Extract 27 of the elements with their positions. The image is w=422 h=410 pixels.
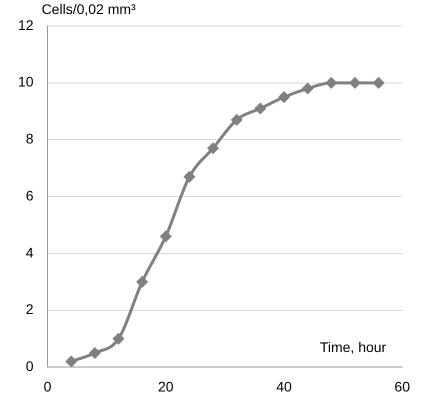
point bbox=[348, 76, 361, 89]
point bbox=[160, 230, 172, 242]
point bbox=[65, 356, 78, 368]
x-axis-title: Time, hour bbox=[320, 339, 387, 356]
point bbox=[230, 114, 243, 126]
y-tick-label: 10 bbox=[18, 74, 34, 90]
y-tick-label: 0 bbox=[26, 358, 34, 374]
point bbox=[325, 76, 338, 89]
y-tick-label: 6 bbox=[26, 187, 34, 204]
x-tick-label: 60 bbox=[394, 378, 410, 394]
point bbox=[112, 332, 124, 345]
point bbox=[88, 346, 101, 359]
point bbox=[207, 142, 220, 154]
x-tick-label: 0 bbox=[44, 378, 52, 394]
y-tick-label: 4 bbox=[26, 244, 34, 260]
y-tick-label: 2 bbox=[26, 301, 34, 318]
point bbox=[136, 276, 148, 288]
x-tick-label: 40 bbox=[276, 378, 292, 394]
point bbox=[302, 82, 314, 95]
y-tick-label: 8 bbox=[26, 130, 34, 147]
point bbox=[372, 76, 385, 89]
y-tick-label: 12 bbox=[18, 16, 34, 33]
x-tick-label: 20 bbox=[158, 378, 174, 394]
point bbox=[183, 170, 196, 183]
point bbox=[254, 102, 266, 114]
y-axis-title: Cells/0,02 mm³ bbox=[42, 0, 136, 17]
point bbox=[278, 91, 290, 104]
